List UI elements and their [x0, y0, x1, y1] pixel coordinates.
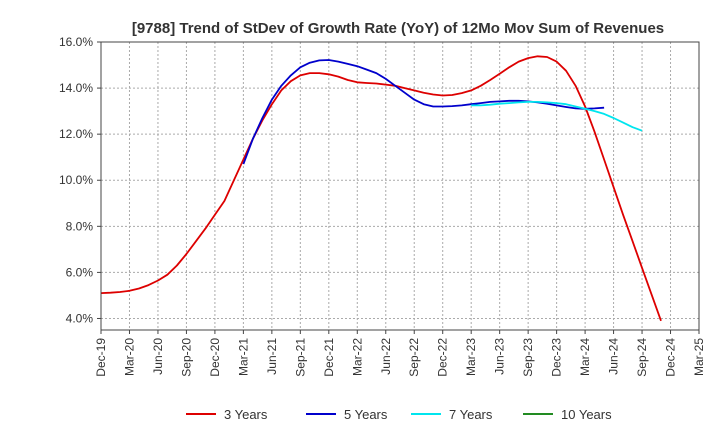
legend-label: 3 Years — [224, 407, 268, 422]
x-tick-label: Sep-21 — [293, 338, 307, 377]
y-tick-label: 6.0% — [66, 265, 94, 279]
chart-title: [9788] Trend of StDev of Growth Rate (Yo… — [132, 20, 664, 37]
y-axis-ticks: 4.0% 6.0% 8.0% 10.0% 12.0% 14.0% 16.0% — [59, 35, 101, 325]
x-tick-label: Sep-24 — [635, 338, 649, 377]
legend-item: 10 Years — [523, 407, 612, 422]
x-tick-label: Dec-23 — [550, 338, 564, 377]
x-tick-label: Jun-23 — [493, 338, 507, 375]
x-tick-label: Dec-21 — [322, 338, 336, 377]
series-lines — [100, 55, 662, 322]
y-tick-label: 16.0% — [59, 35, 93, 49]
x-tick-label: Dec-19 — [94, 338, 108, 377]
x-tick-label: Dec-20 — [208, 338, 222, 377]
series-line-3-years — [100, 55, 662, 322]
x-tick-label: Jun-24 — [607, 338, 621, 375]
plot-area — [100, 41, 700, 331]
legend-item: 7 Years — [411, 407, 493, 422]
y-tick-label: 10.0% — [59, 173, 93, 187]
legend-item: 5 Years — [306, 407, 388, 422]
legend-label: 5 Years — [344, 407, 388, 422]
x-tick-label: Mar-20 — [122, 338, 136, 376]
legend: 3 Years 5 Years 7 Years 10 Years — [186, 407, 612, 422]
legend-item: 3 Years — [186, 407, 268, 422]
x-tick-label: Mar-23 — [464, 338, 478, 376]
x-tick-label: Mar-25 — [692, 338, 706, 376]
x-tick-label: Jun-22 — [379, 338, 393, 375]
x-axis-ticks: Dec-19 Mar-20 Jun-20 Sep-20 Dec-20 Mar-21 Jun-… — [94, 330, 706, 377]
x-tick-label: Sep-20 — [179, 338, 193, 377]
x-tick-label: Mar-22 — [350, 338, 364, 376]
x-tick-label: Mar-21 — [236, 338, 250, 376]
x-tick-label: Sep-23 — [521, 338, 535, 377]
y-tick-label: 8.0% — [66, 219, 94, 233]
y-tick-label: 12.0% — [59, 127, 93, 141]
y-tick-label: 4.0% — [66, 311, 94, 325]
y-tick-label: 14.0% — [59, 81, 93, 95]
legend-label: 7 Years — [449, 407, 493, 422]
x-tick-label: Jun-20 — [151, 338, 165, 375]
grid — [100, 41, 700, 330]
x-tick-label: Sep-22 — [407, 338, 421, 377]
x-tick-label: Dec-22 — [436, 338, 450, 377]
legend-label: 10 Years — [561, 407, 612, 422]
x-tick-label: Jun-21 — [265, 338, 279, 375]
x-tick-label: Mar-24 — [578, 338, 592, 376]
series-line-5-years — [242, 59, 605, 165]
x-tick-label: Dec-24 — [664, 338, 678, 377]
series-line-7-years — [471, 101, 643, 132]
